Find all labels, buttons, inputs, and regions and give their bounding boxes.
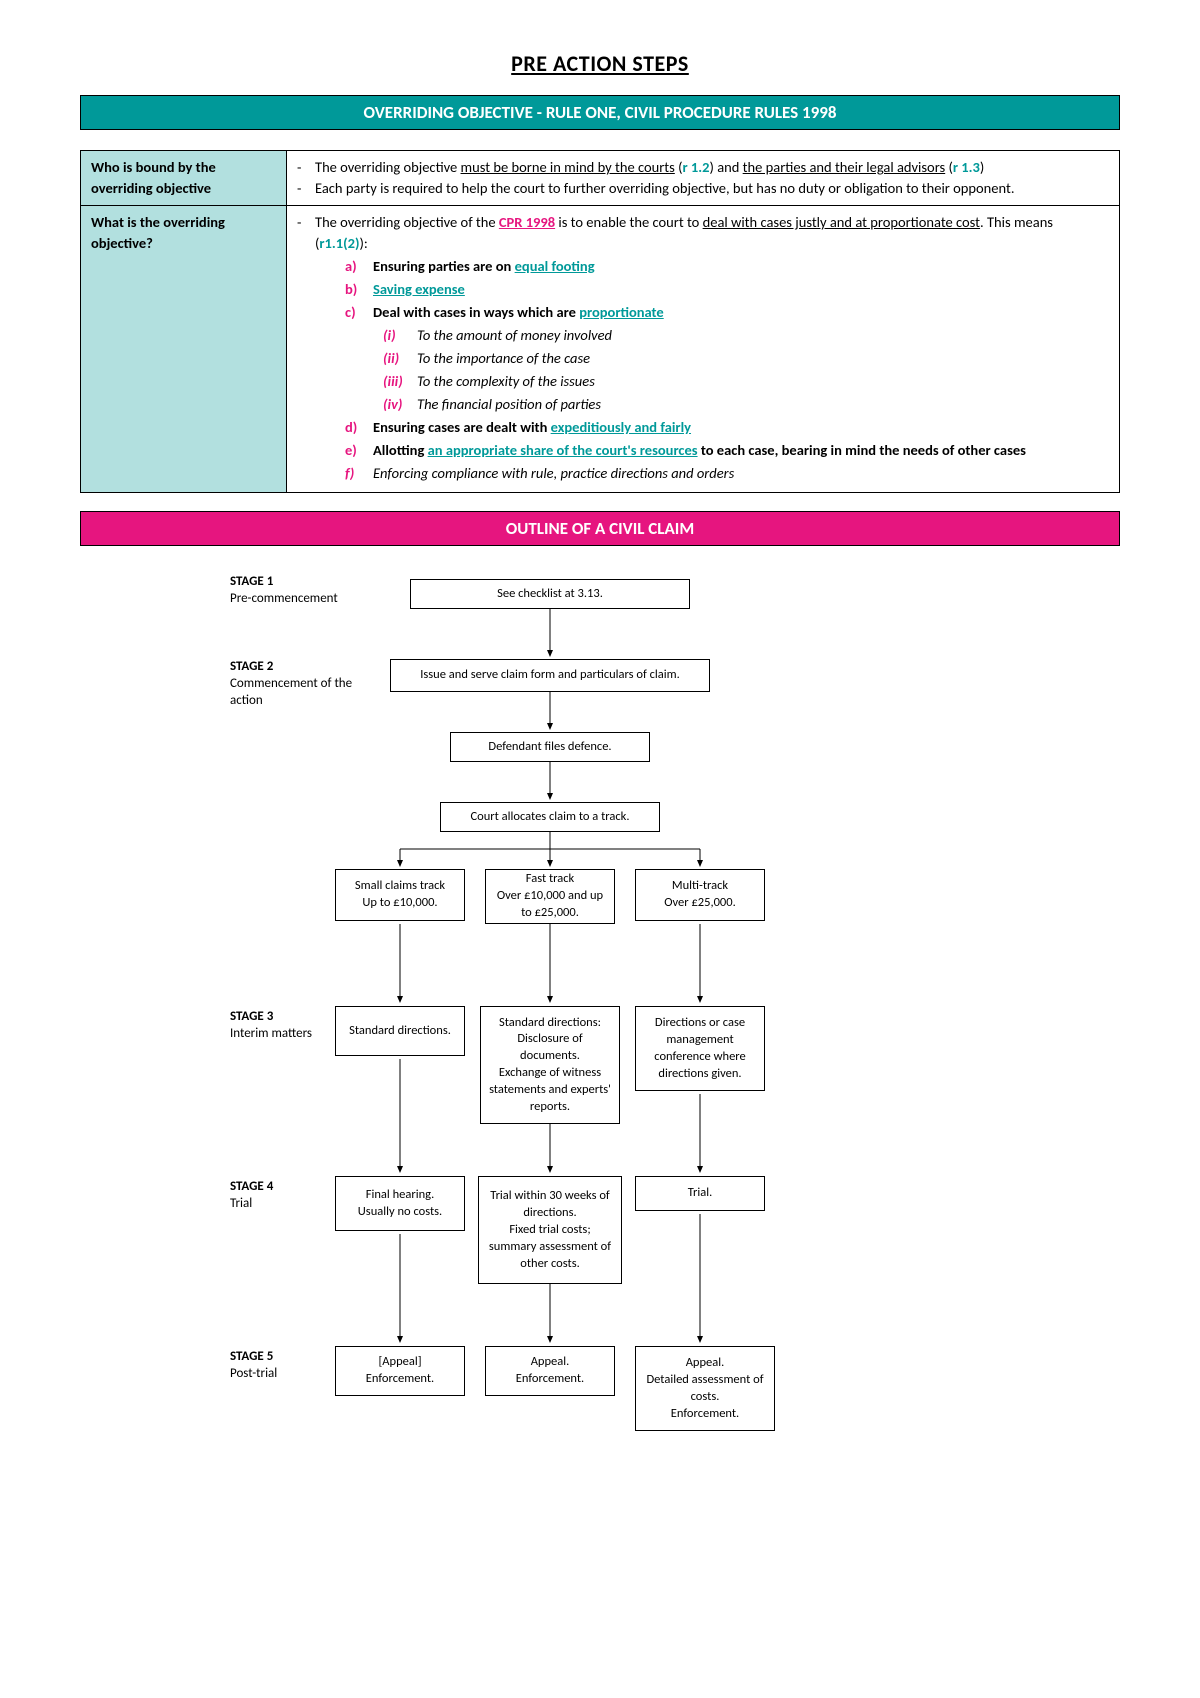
objective-table: Who is bound by the overriding objective… [80, 150, 1120, 493]
rule-ref: r 1.2 [683, 158, 710, 176]
t: Ensuring parties are on [373, 257, 515, 275]
t: Each party is required to help the court… [315, 178, 1109, 199]
t: Saving expense [373, 280, 465, 298]
box-sd3: Directions or case management conference… [635, 1006, 765, 1091]
t: The financial position of parties [417, 394, 601, 415]
t: Ensuring cases are dealt with [373, 418, 551, 436]
box-sd2: Standard directions: Disclosure of docum… [480, 1006, 620, 1124]
t: equal footing [515, 257, 595, 275]
box-defence: Defendant files defence. [450, 732, 650, 762]
banner1-main: OVERRIDING OBJECTIVE - [364, 102, 546, 123]
box-multi-track: Multi-track Over £25,000. [635, 869, 765, 921]
t: To the importance of the case [417, 348, 590, 369]
box-post2: Appeal. Enforcement. [485, 1346, 615, 1396]
t: ) and [710, 158, 743, 176]
t: Enforcing compliance with rule, practice… [373, 463, 734, 484]
t: the parties and their legal advisors [743, 158, 946, 176]
t: To the complexity of the issues [417, 371, 595, 392]
stage2-label: STAGE 2Commencement of the action [230, 659, 370, 710]
stage1-label: STAGE 1Pre-commencement [230, 574, 370, 608]
row2-content: - The overriding objective of the CPR 19… [287, 206, 1120, 493]
box-issue: Issue and serve claim form and particula… [390, 659, 710, 692]
t: proportionate [579, 303, 664, 321]
box-post1: [Appeal] Enforcement. [335, 1346, 465, 1396]
box-sd1: Standard directions. [335, 1006, 465, 1056]
box-trial2: Trial within 30 weeks of directions. Fix… [478, 1176, 622, 1284]
t: To the amount of money involved [417, 325, 612, 346]
t: expeditiously and fairly [551, 418, 691, 436]
box-trial1: Final hearing. Usually no costs. [335, 1176, 465, 1231]
t: must be borne in mind by the courts [461, 158, 675, 176]
t: ( [675, 158, 683, 176]
row1-label: Who is bound by the overriding objective [81, 151, 287, 206]
t: Deal with cases in ways which are [373, 303, 579, 321]
box-allocate: Court allocates claim to a track. [440, 802, 660, 832]
rule-ref: r 1.3 [953, 158, 980, 176]
t: an appropriate share of the court's reso… [428, 441, 698, 459]
box-post3: Appeal. Detailed assessment of costs. En… [635, 1346, 775, 1431]
t: is to enable the court to [555, 213, 703, 231]
page-title: PRE ACTION STEPS [80, 50, 1120, 77]
t: to each case, bearing in mind the needs … [698, 441, 1026, 459]
t: deal with cases justly and at proportion… [703, 213, 980, 231]
banner1-sub: RULE ONE, CIVIL PROCEDURE RULES 1998 [546, 102, 837, 123]
t: ): [360, 234, 368, 252]
box-trial3: Trial. [635, 1176, 765, 1211]
flowchart: STAGE 1Pre-commencement STAGE 2Commencem… [80, 564, 1120, 1564]
rule-ref: r1.1(2) [319, 234, 359, 252]
cpr-ref: CPR 1998 [499, 213, 555, 231]
t: ) [980, 158, 984, 176]
banner-outline: OUTLINE OF A CIVIL CLAIM [80, 511, 1120, 546]
box-checklist: See checklist at 3.13. [410, 579, 690, 609]
banner-overriding: OVERRIDING OBJECTIVE - RULE ONE, CIVIL P… [80, 95, 1120, 130]
row1-content: - The overriding objective must be borne… [287, 151, 1120, 206]
box-fast-track: Fast track Over £10,000 and up to £25,00… [485, 869, 615, 924]
box-small-track: Small claims track Up to £10,000. [335, 869, 465, 921]
t: ( [945, 158, 953, 176]
t: The overriding objective [315, 158, 461, 176]
t: Allotting [373, 441, 428, 459]
t: The overriding objective of the [315, 213, 499, 231]
row2-label: What is the overriding objective? [81, 206, 287, 493]
